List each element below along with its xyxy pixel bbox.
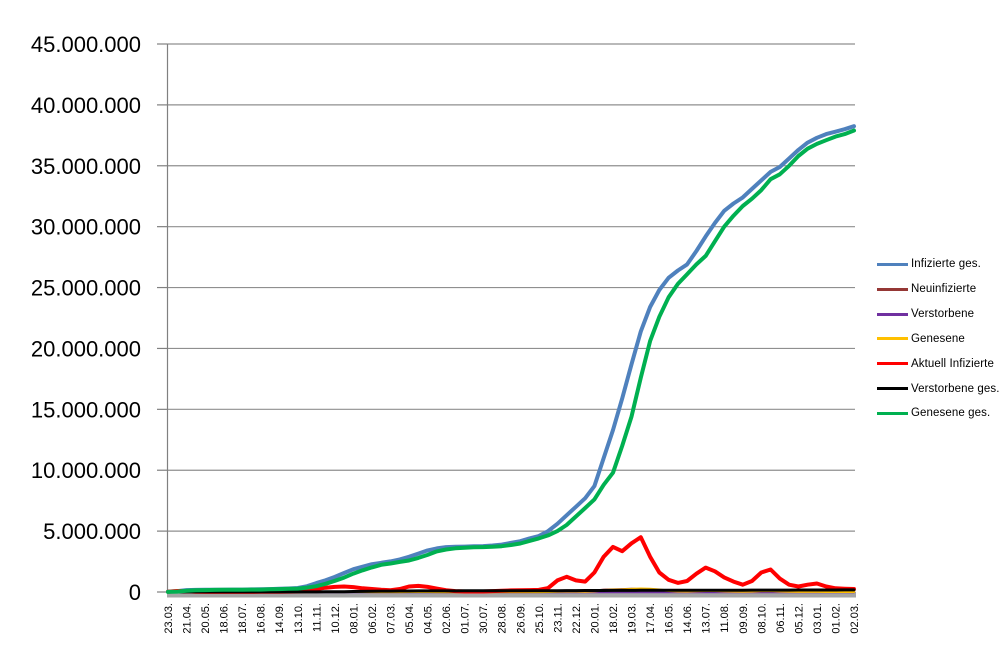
x-tick-label: 18.06. xyxy=(219,603,231,634)
x-tick-label: 22.12. xyxy=(571,603,583,634)
gridlines xyxy=(167,43,855,532)
y-tick-label: 10.000.000 xyxy=(31,458,141,483)
x-tick-label: 16.08. xyxy=(256,603,268,634)
legend-item-genesene[interactable]: Genesene xyxy=(877,327,1000,352)
legend-item-verstorbene-ges[interactable]: Verstorbene ges. xyxy=(877,376,1000,401)
x-tick-label: 23.03. xyxy=(163,603,175,634)
x-tick-label: 06.11. xyxy=(775,603,787,633)
x-tick-label: 17.04. xyxy=(645,603,657,634)
series-line-infizierte-ges xyxy=(166,124,856,594)
x-tick-label: 23.11. xyxy=(552,603,564,633)
x-tick-label: 14.09. xyxy=(274,603,286,634)
legend-item-neuinfizierte[interactable]: Neuinfizierte xyxy=(877,277,1000,302)
x-tick-label: 11.08. xyxy=(719,603,731,633)
x-axis-labels: 23.03. 21.04. 20.05. 18.06. 18.07. 16.08. 14.0… xyxy=(163,603,861,634)
x-tick-label: 05.12. xyxy=(793,603,805,634)
series-line-genesene-ges xyxy=(166,128,856,594)
x-tick-label: 13.10. xyxy=(293,603,305,634)
x-tick-label: 06.02. xyxy=(367,603,379,634)
legend-line-swatch xyxy=(877,262,908,266)
legend-line-swatch xyxy=(877,337,908,341)
x-tick-label: 02.03. xyxy=(849,603,861,634)
y-axis xyxy=(157,43,169,593)
data-series xyxy=(166,124,856,594)
legend-label: Verstorbene ges. xyxy=(911,382,1000,395)
y-tick-label: 25.000.000 xyxy=(31,276,141,301)
legend-item-genesene-ges[interactable]: Genesene ges. xyxy=(877,401,1000,426)
x-axis-baseline-bar xyxy=(167,592,856,598)
legend-line-swatch xyxy=(877,312,908,316)
legend-label: Genesene xyxy=(911,332,965,345)
y-tick-label: 15.000.000 xyxy=(31,397,141,422)
y-tick-label: 35.000.000 xyxy=(31,154,141,179)
y-tick-label: 20.000.000 xyxy=(31,336,141,361)
x-tick-label: 26.09. xyxy=(515,603,527,634)
legend-label: Infizierte ges. xyxy=(911,258,981,271)
x-tick-label: 20.05. xyxy=(200,603,212,634)
legend-label: Aktuell Infizierte xyxy=(911,357,994,370)
y-tick-label: 30.000.000 xyxy=(31,215,141,240)
x-tick-label: 08.10. xyxy=(756,603,768,634)
y-axis-labels: 0 5.000.000 10.000.000 15.000.000 20.000.000… xyxy=(31,32,141,605)
x-tick-label: 18.07. xyxy=(237,603,249,634)
x-tick-label: 25.10. xyxy=(534,603,546,634)
x-tick-label: 03.01. xyxy=(812,603,824,634)
x-tick-label: 21.04. xyxy=(182,603,194,634)
x-tick-label: 28.08. xyxy=(497,603,509,634)
legend: Infizierte ges. Neuinfizierte Verstorben… xyxy=(877,252,1000,426)
x-tick-label: 30.07. xyxy=(478,603,490,634)
legend-line-swatch xyxy=(877,362,908,366)
legend-line-swatch xyxy=(877,287,908,291)
y-tick-label: 40.000.000 xyxy=(31,93,141,118)
x-tick-label: 10.12. xyxy=(330,603,342,634)
legend-line-swatch xyxy=(877,387,908,391)
x-tick-label: 05.04. xyxy=(404,603,416,634)
x-tick-label: 14.06. xyxy=(682,603,694,634)
legend-line-swatch xyxy=(877,411,908,415)
x-tick-label: 02.06. xyxy=(441,603,453,634)
y-tick-label: 5.000.000 xyxy=(43,519,141,544)
x-tick-label: 04.05. xyxy=(423,603,435,634)
x-tick-label: 13.07. xyxy=(701,603,713,634)
x-tick-label: 01.02. xyxy=(830,603,842,634)
x-tick-label: 11.11. xyxy=(311,603,323,632)
legend-item-verstorbene[interactable]: Verstorbene xyxy=(877,302,1000,327)
x-tick-label: 18.02. xyxy=(608,603,620,634)
x-tick-label: 20.01. xyxy=(589,603,601,634)
x-tick-label: 19.03. xyxy=(627,603,639,634)
legend-item-infizierte-ges[interactable]: Infizierte ges. xyxy=(877,252,1000,277)
y-tick-label: 0 xyxy=(129,580,141,605)
legend-label: Verstorbene xyxy=(911,308,975,321)
x-tick-label: 08.01. xyxy=(348,603,360,634)
series-line-verstorbene-ges xyxy=(166,588,856,594)
legend-item-aktuell-infizierte[interactable]: Aktuell Infizierte xyxy=(877,351,1000,376)
x-tick-label: 09.09. xyxy=(738,603,750,634)
legend-label: Neuinfizierte xyxy=(911,283,977,296)
x-tick-label: 01.07. xyxy=(460,603,472,634)
x-tick-label: 07.03. xyxy=(385,603,397,634)
y-tick-label: 45.000.000 xyxy=(31,32,141,57)
x-tick-label: 16.05. xyxy=(664,603,676,634)
legend-label: Genesene ges. xyxy=(911,407,991,420)
